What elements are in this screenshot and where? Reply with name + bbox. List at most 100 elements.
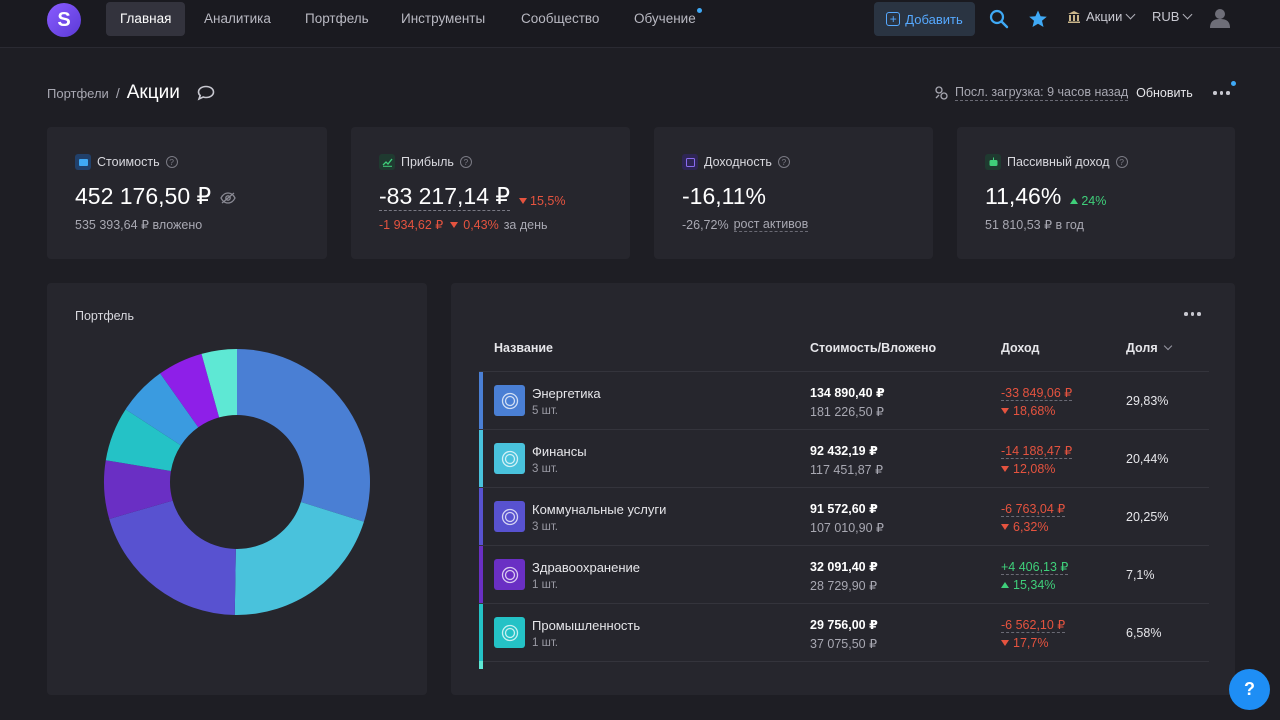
portfolio-chart-panel: Портфель <box>47 283 427 695</box>
robot-icon <box>985 154 1001 170</box>
donut-slice[interactable] <box>105 409 181 472</box>
nav-item-tools[interactable]: Инструменты <box>401 11 486 26</box>
currency-label: RUB <box>1152 9 1180 24</box>
star-icon[interactable] <box>1027 8 1049 30</box>
row-name[interactable]: Здравоохранение <box>532 560 641 575</box>
row-count: 1 шт. <box>532 579 559 591</box>
row-invested: 37 075,50 ₽ <box>810 637 878 651</box>
donut-slice[interactable] <box>109 500 236 615</box>
sector-icon <box>494 559 525 590</box>
table-row[interactable]: Коммунальные услуги 3 шт. 91 572,60 ₽ 107 0… <box>479 487 1209 546</box>
nav-item-portfolio[interactable]: Портфель <box>305 11 369 26</box>
table-row[interactable]: Здравоохранение 1 шт. 32 091,40 ₽ 28 729,90… <box>479 545 1209 604</box>
row-income[interactable]: -14 188,47 ₽ <box>1001 444 1073 459</box>
row-income[interactable]: -6 562,10 ₽ <box>1001 618 1066 633</box>
top-navigation: S Главная Аналитика Портфель Инструменты… <box>0 0 1280 48</box>
last-load-text: Посл. загрузка: 9 часов назад <box>955 85 1129 101</box>
table-more-icon[interactable] <box>1184 312 1201 316</box>
column-header-value[interactable]: Стоимость/Вложено <box>810 341 937 355</box>
load-status: Посл. загрузка: 9 часов назад Обновить <box>934 85 1193 101</box>
search-icon[interactable] <box>988 8 1010 30</box>
card-profit-amount: -83 217,14 ₽ <box>379 183 511 211</box>
card-profit-day-pct: 0,43% <box>463 217 499 232</box>
row-income-pct: 15,34% <box>1013 578 1056 592</box>
table-row[interactable]: Энергетика 5 шт. 134 890,40 ₽ 181 226,50 ₽ -… <box>479 371 1209 430</box>
row-income[interactable]: -6 763,04 ₽ <box>1001 502 1066 517</box>
row-invested: 117 451,87 ₽ <box>810 463 884 477</box>
sync-icon <box>935 86 948 100</box>
column-header-income[interactable]: Доход <box>1001 341 1040 355</box>
user-avatar-icon[interactable] <box>1209 7 1231 29</box>
row-value: 91 572,60 ₽ <box>810 502 878 516</box>
donut-slice[interactable] <box>125 373 199 446</box>
row-invested: 28 729,90 ₽ <box>810 579 878 593</box>
donut-slice[interactable] <box>104 460 173 519</box>
row-name[interactable]: Энергетика <box>532 386 601 401</box>
chart-panel-title: Портфель <box>75 309 134 323</box>
donut-slice[interactable] <box>234 502 364 615</box>
help-icon[interactable]: ? <box>1115 156 1128 168</box>
row-count: 5 шт. <box>532 405 559 417</box>
help-icon[interactable]: ? <box>459 156 472 168</box>
row-income[interactable]: -33 849,06 ₽ <box>1001 386 1073 401</box>
nav-item-community[interactable]: Сообщество <box>521 11 600 26</box>
add-button-label: Добавить <box>905 11 963 27</box>
card-passive: Пассивный доход ? 11,46% 24% 51 810,53 ₽… <box>957 127 1235 259</box>
row-color-bar <box>479 430 483 488</box>
add-button[interactable]: + Добавить <box>874 2 975 36</box>
chart-icon <box>379 154 395 170</box>
holdings-table-panel: Название Стоимость/Вложено Доход Доля Эн… <box>451 283 1235 695</box>
refresh-button[interactable]: Обновить <box>1136 86 1193 100</box>
table-bottom-divider <box>479 661 1209 662</box>
nav-item-analytics[interactable]: Аналитика <box>204 11 271 26</box>
row-color-bar <box>479 546 483 604</box>
calendar-icon <box>682 154 698 170</box>
chevron-down-icon <box>1183 9 1193 20</box>
help-icon[interactable]: ? <box>165 156 178 168</box>
row-invested: 107 010,90 ₽ <box>810 521 884 535</box>
row-name[interactable]: Финансы <box>532 444 587 459</box>
page-title: Акции <box>126 82 180 103</box>
nav-item-education[interactable]: Обучение <box>634 11 696 26</box>
help-chat-button[interactable]: ? <box>1229 669 1270 710</box>
comment-icon[interactable] <box>197 85 215 106</box>
page-more-icon[interactable] <box>1213 91 1230 95</box>
sector-icon <box>494 617 525 648</box>
table-row[interactable]: Промышленность 1 шт. 29 756,00 ₽ 37 075,50 … <box>479 603 1209 662</box>
wallet-icon <box>75 154 91 170</box>
row-count: 1 шт. <box>532 637 559 649</box>
row-count: 3 шт. <box>532 521 559 533</box>
card-profit-title: Прибыль <box>401 155 454 169</box>
column-header-share[interactable]: Доля <box>1126 341 1172 355</box>
sort-desc-icon[interactable] <box>1163 341 1172 351</box>
card-profit: Прибыль ? -83 217,14 ₽ 15,5% -1 934,62 ₽… <box>351 127 630 259</box>
row-income-pct: 18,68% <box>1013 404 1056 418</box>
sector-icon <box>494 501 525 532</box>
column-header-name[interactable]: Название <box>494 341 554 355</box>
row-invested: 181 226,50 ₽ <box>810 405 884 419</box>
breadcrumb-separator: / <box>115 85 120 101</box>
row-name[interactable]: Коммунальные услуги <box>532 502 667 517</box>
row-value: 29 756,00 ₽ <box>810 618 878 632</box>
app-logo[interactable]: S <box>47 3 81 37</box>
row-share: 29,83% <box>1126 394 1169 408</box>
portfolio-donut-chart <box>104 349 371 615</box>
currency-select[interactable]: RUB <box>1152 9 1193 24</box>
plus-icon: + <box>886 12 901 26</box>
donut-slice[interactable] <box>201 349 237 418</box>
help-icon[interactable]: ? <box>777 156 790 168</box>
nav-item-home[interactable]: Главная <box>106 2 186 36</box>
donut-slice[interactable] <box>160 353 220 428</box>
row-income[interactable]: +4 406,13 ₽ <box>1001 560 1069 575</box>
eye-off-icon[interactable] <box>220 192 236 204</box>
row-color-bar-partial <box>479 661 483 669</box>
table-row[interactable]: Финансы 3 шт. 92 432,19 ₽ 117 451,87 ₽ -14 1… <box>479 429 1209 488</box>
card-yield-sub-label[interactable]: рост активов <box>733 217 809 232</box>
row-income-pct: 6,32% <box>1013 520 1049 534</box>
row-name[interactable]: Промышленность <box>532 618 641 633</box>
donut-slice[interactable] <box>237 349 371 522</box>
card-profit-badge: 15,5% <box>530 194 566 208</box>
arrow-down-icon <box>1001 640 1009 646</box>
asset-type-select[interactable]: Акции <box>1067 9 1136 24</box>
breadcrumb-parent[interactable]: Портфели <box>47 86 109 101</box>
